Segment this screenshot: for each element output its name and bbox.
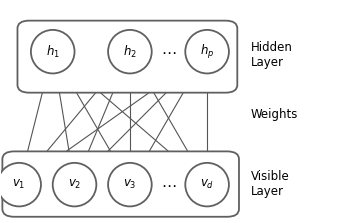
Text: $h_{1}$: $h_{1}$ xyxy=(46,44,60,60)
Ellipse shape xyxy=(53,163,96,206)
Ellipse shape xyxy=(108,163,152,206)
Text: Hidden
Layer: Hidden Layer xyxy=(251,41,293,69)
Text: $v_{d}$: $v_{d}$ xyxy=(200,178,214,191)
FancyBboxPatch shape xyxy=(2,151,239,217)
Ellipse shape xyxy=(0,163,41,206)
Text: $v_{1}$: $v_{1}$ xyxy=(12,178,26,191)
Ellipse shape xyxy=(185,163,229,206)
Text: $\cdots$: $\cdots$ xyxy=(161,44,176,59)
Text: $v_{3}$: $v_{3}$ xyxy=(123,178,136,191)
Ellipse shape xyxy=(185,30,229,73)
Text: Visible
Layer: Visible Layer xyxy=(251,169,289,198)
Text: $v_{2}$: $v_{2}$ xyxy=(68,178,81,191)
Text: $h_{p}$: $h_{p}$ xyxy=(200,43,214,61)
Ellipse shape xyxy=(108,30,152,73)
Text: $h_{2}$: $h_{2}$ xyxy=(123,44,137,60)
Text: $\cdots$: $\cdots$ xyxy=(161,177,176,192)
Ellipse shape xyxy=(31,30,74,73)
FancyBboxPatch shape xyxy=(18,21,237,93)
Text: Weights: Weights xyxy=(251,108,298,121)
